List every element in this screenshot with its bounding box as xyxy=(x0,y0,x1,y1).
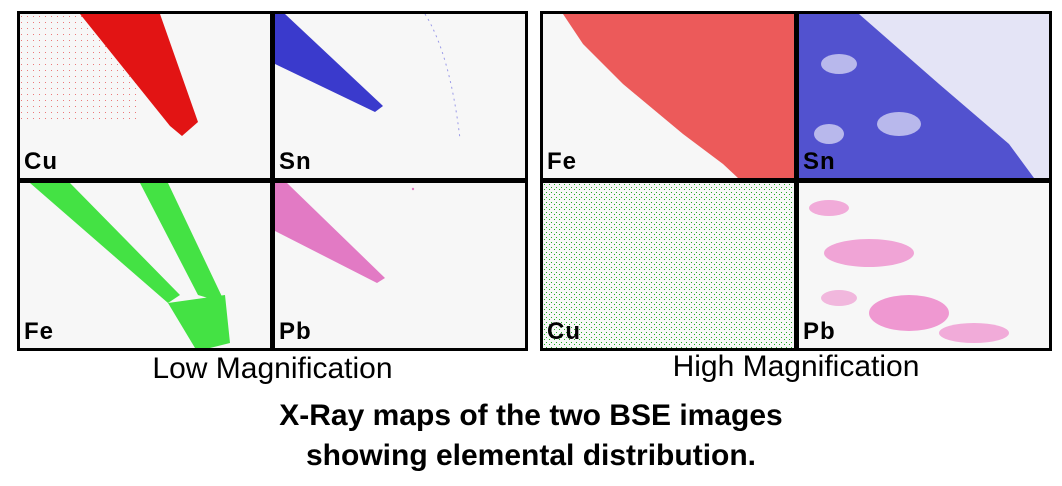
low-mag-caption: Low Magnification xyxy=(152,352,393,385)
element-label: Sn xyxy=(279,148,312,175)
high-mag-caption: High Magnification xyxy=(672,350,920,383)
element-label: Pb xyxy=(279,318,312,345)
low-mag-cu-image xyxy=(20,14,198,136)
figure-title-line1: X-Ray maps of the two BSE images xyxy=(279,399,783,432)
element-label: Fe xyxy=(24,318,55,345)
low-mag-panel: Cu Sn Fe Pb xyxy=(17,11,528,351)
element-label: Sn xyxy=(803,148,836,175)
low-mag-fe-image xyxy=(30,183,230,348)
high-mag-fe-map: Fe xyxy=(543,14,794,178)
high-mag-fe-image xyxy=(563,14,794,178)
high-mag-sn-image xyxy=(799,14,1049,178)
low-mag-cu-map: Cu xyxy=(20,14,270,178)
element-label: Cu xyxy=(547,318,581,345)
low-mag-sn-image xyxy=(275,14,461,140)
low-mag-sn-map: Sn xyxy=(275,14,525,178)
high-mag-cu-image xyxy=(543,183,794,348)
element-label: Cu xyxy=(24,148,58,175)
element-label: Pb xyxy=(803,318,836,345)
high-mag-sn-map: Sn xyxy=(799,14,1049,178)
low-mag-pb-map: Pb xyxy=(275,183,525,348)
figure-title-line2: showing elemental distribution. xyxy=(305,439,757,472)
low-mag-fe-map: Fe xyxy=(20,183,270,348)
element-label: Fe xyxy=(547,148,578,175)
high-mag-pb-image xyxy=(809,200,1009,343)
high-mag-cu-map: Cu xyxy=(543,183,794,348)
low-mag-pb-image xyxy=(275,183,415,283)
high-mag-panel: Fe Sn Cu xyxy=(540,11,1052,351)
high-mag-pb-map: Pb xyxy=(799,183,1049,348)
